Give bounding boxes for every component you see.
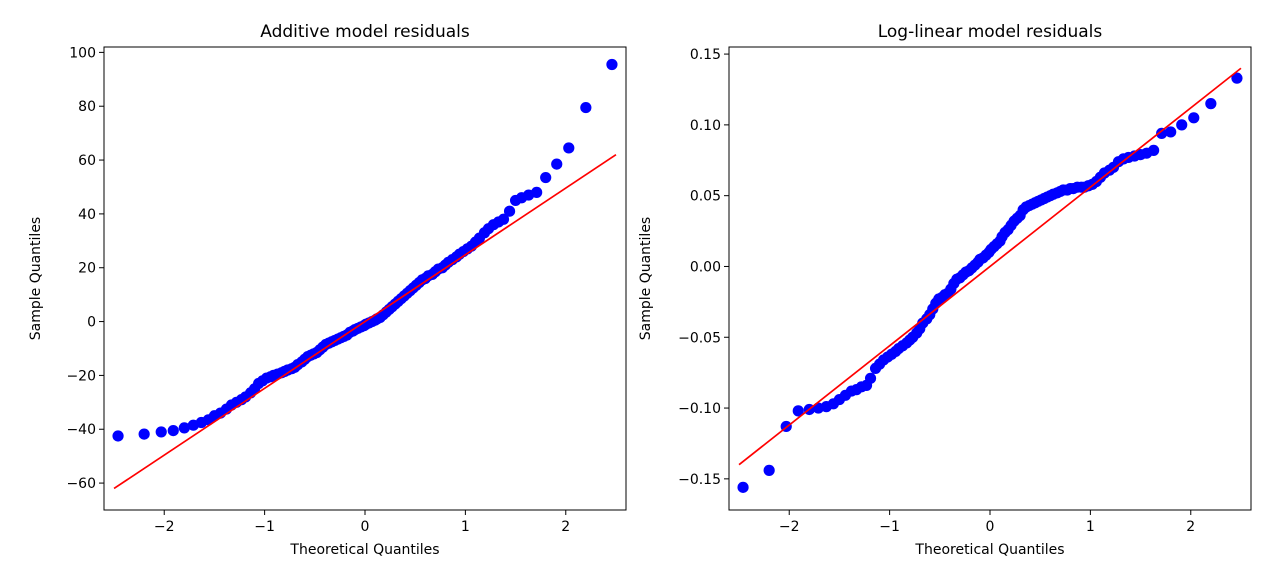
data-point: [138, 428, 150, 440]
x-tick-label: 0: [986, 519, 995, 535]
data-point: [1231, 72, 1243, 84]
y-tick-label: −20: [66, 368, 96, 384]
data-point: [178, 422, 190, 434]
loglinear-residuals-panel: Log-linear model residuals −2 −1 0 1 2 −0.15 −0…: [638, 22, 1252, 558]
y-tick-label: −40: [66, 422, 96, 438]
y-tick-label: 60: [78, 153, 96, 169]
data-points: [112, 58, 618, 442]
additive-residuals-panel: Additive model residuals −2 −1 0 1 2 −60 −40 −20…: [28, 22, 627, 558]
x-axis-label: Theoretical Quantiles: [289, 542, 439, 558]
x-tick-label: −2: [779, 519, 800, 535]
data-point: [1205, 98, 1217, 110]
x-tick-label: 2: [1186, 519, 1195, 535]
data-point: [531, 186, 543, 198]
y-tick-label: 0.10: [690, 118, 721, 134]
chart-title: Log-linear model residuals: [878, 22, 1103, 42]
y-tick-label: 0.15: [690, 47, 721, 63]
data-point: [563, 142, 575, 154]
x-tick-label: 1: [1086, 519, 1095, 535]
data-point: [1156, 127, 1168, 139]
x-tick-label: 0: [361, 519, 370, 535]
y-tick-label: −0.10: [678, 401, 721, 417]
reference-line: [738, 67, 1242, 466]
y-tick-label: 20: [78, 261, 96, 277]
y-axis-label: Sample Quantiles: [28, 217, 44, 340]
y-tick-label: −0.05: [678, 330, 721, 346]
axes-frame: [103, 46, 627, 511]
x-tick-label: −1: [879, 519, 900, 535]
data-point: [540, 171, 552, 184]
data-point: [1188, 112, 1200, 124]
data-point: [551, 158, 563, 170]
data-point: [580, 101, 592, 114]
data-point: [1148, 144, 1160, 156]
x-tick-label: −1: [254, 519, 275, 535]
y-tick-label: 0.00: [690, 259, 721, 275]
x-tick-label: 1: [461, 519, 470, 535]
data-point: [167, 424, 179, 437]
y-tick-label: 0.05: [690, 189, 721, 205]
data-point: [1176, 119, 1188, 131]
y-tick-label: −60: [66, 476, 96, 492]
data-point: [155, 426, 167, 438]
data-point: [606, 58, 618, 71]
y-tick-label: −0.15: [678, 472, 721, 488]
data-point: [864, 372, 877, 384]
y-axis-label: Sample Quantiles: [638, 217, 654, 340]
data-point: [497, 213, 510, 225]
data-point: [1165, 126, 1177, 138]
y-tick-label: 0: [87, 315, 96, 331]
axes-frame: [728, 46, 1252, 511]
x-tick-label: −2: [154, 519, 175, 535]
data-point: [763, 464, 775, 476]
data-point: [737, 481, 749, 493]
data-point: [503, 205, 516, 217]
y-tick-label: 80: [78, 99, 96, 115]
y-tick-label: 100: [69, 45, 96, 61]
data-points: [737, 72, 1243, 493]
reference-line: [113, 153, 617, 490]
x-tick-label: 2: [561, 519, 570, 535]
data-point: [112, 430, 124, 442]
y-tick-label: 40: [78, 207, 96, 223]
chart-title: Additive model residuals: [260, 22, 470, 42]
x-axis-label: Theoretical Quantiles: [914, 542, 1064, 558]
data-point: [792, 405, 804, 417]
